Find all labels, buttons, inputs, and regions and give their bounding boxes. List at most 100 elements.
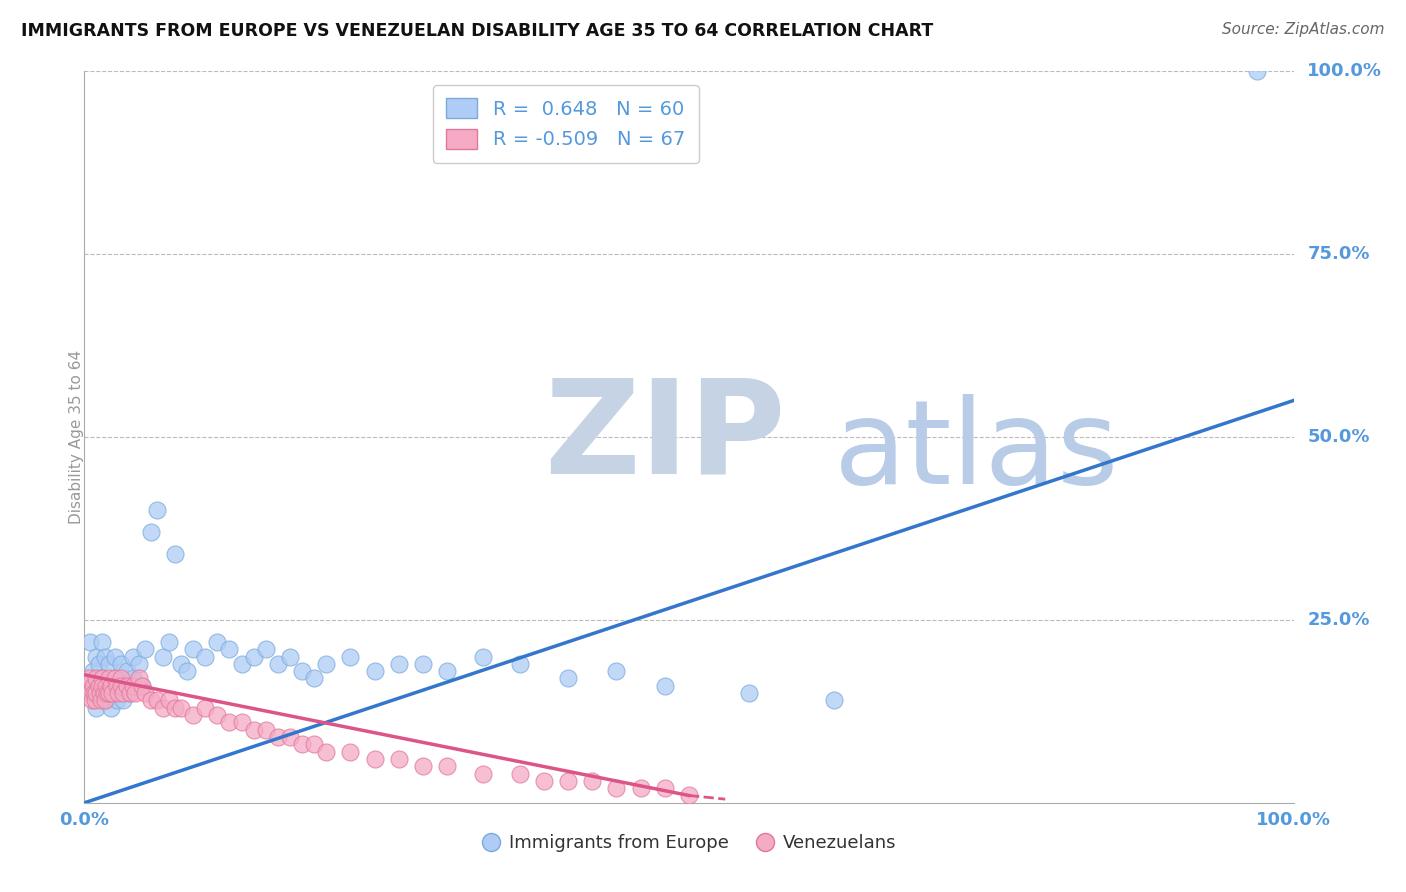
- Point: [87, 657, 110, 671]
- Point: [94, 679, 117, 693]
- Point: [112, 686, 135, 700]
- Point: [86, 686, 108, 700]
- Point: [605, 781, 627, 796]
- Point: [157, 693, 180, 707]
- Point: [128, 657, 150, 671]
- Point: [97, 679, 120, 693]
- Point: [128, 672, 150, 686]
- Point: [363, 752, 385, 766]
- Point: [509, 766, 531, 780]
- Point: [339, 745, 361, 759]
- Point: [533, 773, 555, 788]
- Point: [165, 700, 187, 714]
- Point: [112, 693, 135, 707]
- Point: [278, 649, 301, 664]
- Point: [412, 657, 434, 671]
- Point: [101, 686, 124, 700]
- Point: [80, 693, 103, 707]
- Point: [76, 679, 98, 693]
- Point: [110, 679, 132, 693]
- Point: [100, 700, 122, 714]
- Point: [436, 664, 458, 678]
- Point: [86, 649, 108, 664]
- Point: [605, 664, 627, 678]
- Point: [97, 657, 120, 671]
- Point: [436, 759, 458, 773]
- Point: [91, 672, 114, 686]
- Text: IMMIGRANTS FROM EUROPE VS VENEZUELAN DISABILITY AGE 35 TO 64 CORRELATION CHART: IMMIGRANTS FROM EUROPE VS VENEZUELAN DIS…: [21, 22, 934, 40]
- Point: [96, 686, 118, 700]
- Point: [315, 657, 337, 671]
- Point: [91, 679, 114, 693]
- Point: [339, 649, 361, 664]
- Point: [654, 679, 676, 693]
- Point: [581, 773, 603, 788]
- Point: [291, 737, 314, 751]
- Point: [115, 664, 138, 678]
- Point: [93, 686, 115, 700]
- Point: [207, 708, 229, 723]
- Point: [77, 672, 100, 686]
- Point: [302, 672, 325, 686]
- Point: [97, 686, 120, 700]
- Point: [90, 693, 112, 707]
- Point: [86, 700, 108, 714]
- Point: [79, 635, 101, 649]
- Point: [120, 686, 142, 700]
- Point: [86, 672, 108, 686]
- Point: [388, 657, 411, 671]
- Point: [231, 657, 253, 671]
- Point: [194, 700, 217, 714]
- Point: [134, 686, 156, 700]
- Point: [557, 773, 579, 788]
- Point: [823, 693, 845, 707]
- Point: [194, 649, 217, 664]
- Point: [157, 635, 180, 649]
- Point: [139, 525, 162, 540]
- Point: [91, 635, 114, 649]
- Point: [207, 635, 229, 649]
- Point: [242, 649, 264, 664]
- Point: [83, 686, 105, 700]
- Point: [110, 679, 132, 693]
- Point: [181, 642, 204, 657]
- Point: [291, 664, 314, 678]
- Text: atlas: atlas: [834, 394, 1119, 509]
- Point: [176, 664, 198, 678]
- Point: [97, 672, 120, 686]
- Point: [115, 679, 138, 693]
- Point: [131, 679, 153, 693]
- Point: [82, 664, 104, 678]
- Point: [121, 679, 143, 693]
- Point: [94, 693, 117, 707]
- Point: [87, 679, 110, 693]
- Point: [100, 679, 122, 693]
- Point: [678, 789, 700, 803]
- Point: [82, 679, 104, 693]
- Point: [91, 672, 114, 686]
- Point: [170, 657, 193, 671]
- Point: [170, 700, 193, 714]
- Point: [104, 672, 127, 686]
- Legend: Immigrants from Europe, Venezuelans: Immigrants from Europe, Venezuelans: [474, 827, 904, 860]
- Point: [472, 766, 495, 780]
- Point: [131, 679, 153, 693]
- Point: [94, 693, 117, 707]
- Point: [134, 642, 156, 657]
- Point: [105, 679, 128, 693]
- Point: [165, 547, 187, 561]
- Text: 25.0%: 25.0%: [1308, 611, 1369, 629]
- Point: [472, 649, 495, 664]
- Point: [302, 737, 325, 751]
- Point: [412, 759, 434, 773]
- Point: [152, 700, 174, 714]
- Point: [254, 723, 277, 737]
- Point: [121, 649, 143, 664]
- Point: [630, 781, 652, 796]
- Point: [363, 664, 385, 678]
- Point: [110, 672, 132, 686]
- Point: [79, 686, 101, 700]
- Point: [107, 686, 129, 700]
- Point: [105, 693, 128, 707]
- Y-axis label: Disability Age 35 to 64: Disability Age 35 to 64: [69, 350, 83, 524]
